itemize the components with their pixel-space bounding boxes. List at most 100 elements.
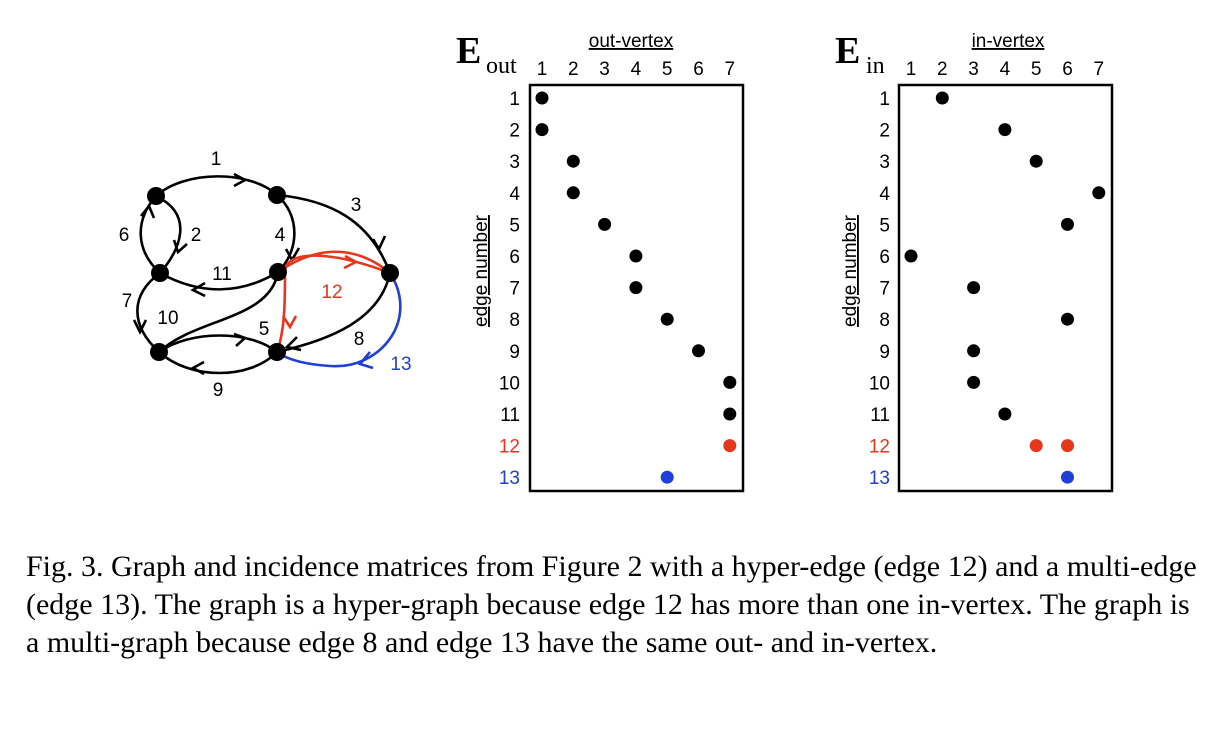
- edge-label-6: 6: [119, 225, 130, 246]
- graph-edge-2: [155, 194, 182, 274]
- edge-label-5: 5: [259, 319, 270, 340]
- matrix-row-label: 5: [509, 215, 520, 236]
- matrix-column-label: 4: [631, 59, 642, 80]
- matrix-entry-dot: [535, 91, 549, 105]
- matrix-column-label: 1: [537, 59, 548, 80]
- graph-vertex: [147, 187, 165, 205]
- edge-label-4: 4: [275, 225, 286, 246]
- matrix-row-label: 7: [509, 279, 520, 300]
- matrix-row-label: 10: [499, 373, 520, 394]
- matrix-entry-dot: [1061, 217, 1074, 231]
- edge-3-arrowhead: [371, 235, 387, 252]
- matrix-column-label: 3: [599, 59, 610, 80]
- edge-12-arrowhead-b: [281, 315, 298, 330]
- matrix-title: E: [835, 30, 860, 72]
- matrix-row-header: edge number: [840, 214, 861, 327]
- edge-label-2: 2: [191, 225, 202, 246]
- matrix-column-label: 6: [1062, 59, 1073, 80]
- matrix-row-header: edge number: [471, 214, 492, 327]
- edge-label-9: 9: [213, 380, 224, 401]
- edge-label-7: 7: [122, 291, 133, 312]
- matrix-column-label: 6: [693, 59, 704, 80]
- matrix-row-label: 3: [879, 152, 890, 173]
- edge-label-10: 10: [157, 308, 178, 329]
- matrix-row-label: 8: [509, 310, 520, 331]
- graph-vertex: [150, 343, 168, 361]
- edge-8-arrowhead: [284, 336, 302, 352]
- matrix-frame: [528, 83, 745, 493]
- graph-vertex: [269, 263, 287, 281]
- edge-label-3: 3: [351, 195, 362, 216]
- matrix-entry-dot: [566, 154, 580, 168]
- matrix-row-label: 4: [879, 184, 890, 205]
- edge-13-arrowhead: [357, 351, 374, 370]
- graph-edge-12: [277, 250, 391, 275]
- matrix-entry-dot: [1092, 186, 1106, 200]
- edge-label-11: 11: [212, 264, 232, 285]
- matrix-entry-dot: [967, 281, 981, 295]
- edge-label-8: 8: [354, 329, 365, 350]
- matrix-entry-dot: [904, 249, 918, 263]
- graph-diagram: [132, 172, 402, 376]
- edge-5-arrowhead: [233, 332, 248, 347]
- matrix-column-header: in-vertex: [972, 31, 1045, 52]
- matrix-column-label: 1: [906, 59, 917, 80]
- matrix-entry-dot: [660, 470, 674, 484]
- matrix-column-label: 2: [568, 59, 579, 80]
- graph-vertices: [147, 186, 399, 361]
- matrix-frame: [897, 83, 1114, 493]
- matrix-entry-dot: [660, 312, 674, 326]
- matrix-column-header: out-vertex: [589, 31, 674, 52]
- matrix-entry-dot: [723, 375, 737, 389]
- graph-vertex: [268, 186, 286, 204]
- matrix-column-label: 7: [725, 59, 736, 80]
- matrix-row-label: 8: [879, 310, 890, 331]
- matrix-entry-dot: [1061, 470, 1074, 484]
- matrix-entry-dot: [998, 123, 1012, 137]
- graph-edge-1: [155, 175, 278, 197]
- edge-11-arrowhead: [190, 281, 206, 298]
- matrix-row-label: 12: [499, 437, 520, 458]
- matrix-column-label: 2: [937, 59, 948, 80]
- matrix-entries: [535, 91, 737, 484]
- edge-12-arrowhead-a: [343, 254, 359, 270]
- graph-edge-6: [139, 195, 161, 274]
- edge-label-12: 12: [321, 282, 342, 303]
- matrix-row-label: 2: [509, 121, 520, 142]
- matrix-entry-dot: [535, 123, 549, 137]
- graph-edge-9: [158, 351, 278, 375]
- figure: 1 2 3 4 5 6 7 8 9 10 11 12 13 E out out-…: [119, 30, 1114, 493]
- graph-edge-3: [276, 193, 392, 274]
- matrix-entry-dot: [935, 91, 949, 105]
- edge-9-arrowhead: [190, 360, 205, 376]
- graph-vertex: [381, 264, 399, 282]
- matrix-row-label: 11: [870, 405, 890, 426]
- edge-label-1: 1: [211, 149, 222, 170]
- matrix-entry-dot: [1061, 439, 1074, 453]
- graph-edge-12-branch: [275, 254, 391, 353]
- matrix-row-label: 4: [509, 184, 520, 205]
- matrix-entry-dot: [598, 217, 612, 231]
- matrix-entries: [904, 91, 1106, 484]
- matrix-row-label: 1: [509, 89, 520, 110]
- matrix-title: E: [456, 30, 481, 72]
- matrix-row-label: 13: [869, 468, 890, 489]
- graph-vertex: [151, 264, 169, 282]
- matrix-row-label: 3: [509, 152, 520, 173]
- matrix-row-label: 13: [499, 468, 520, 489]
- matrix-column-label: 5: [1031, 59, 1042, 80]
- matrix-entry-dot: [566, 186, 580, 200]
- matrix-column-label: 3: [968, 59, 979, 80]
- matrix-row-label: 7: [879, 279, 890, 300]
- matrix-column-label: 4: [1000, 59, 1011, 80]
- matrix-entry-dot: [629, 281, 643, 295]
- matrix-subscript: in: [866, 53, 885, 79]
- matrix-entry-dot: [629, 249, 643, 263]
- matrix-column-label: 7: [1094, 59, 1105, 80]
- graph-edge-5: [158, 334, 278, 354]
